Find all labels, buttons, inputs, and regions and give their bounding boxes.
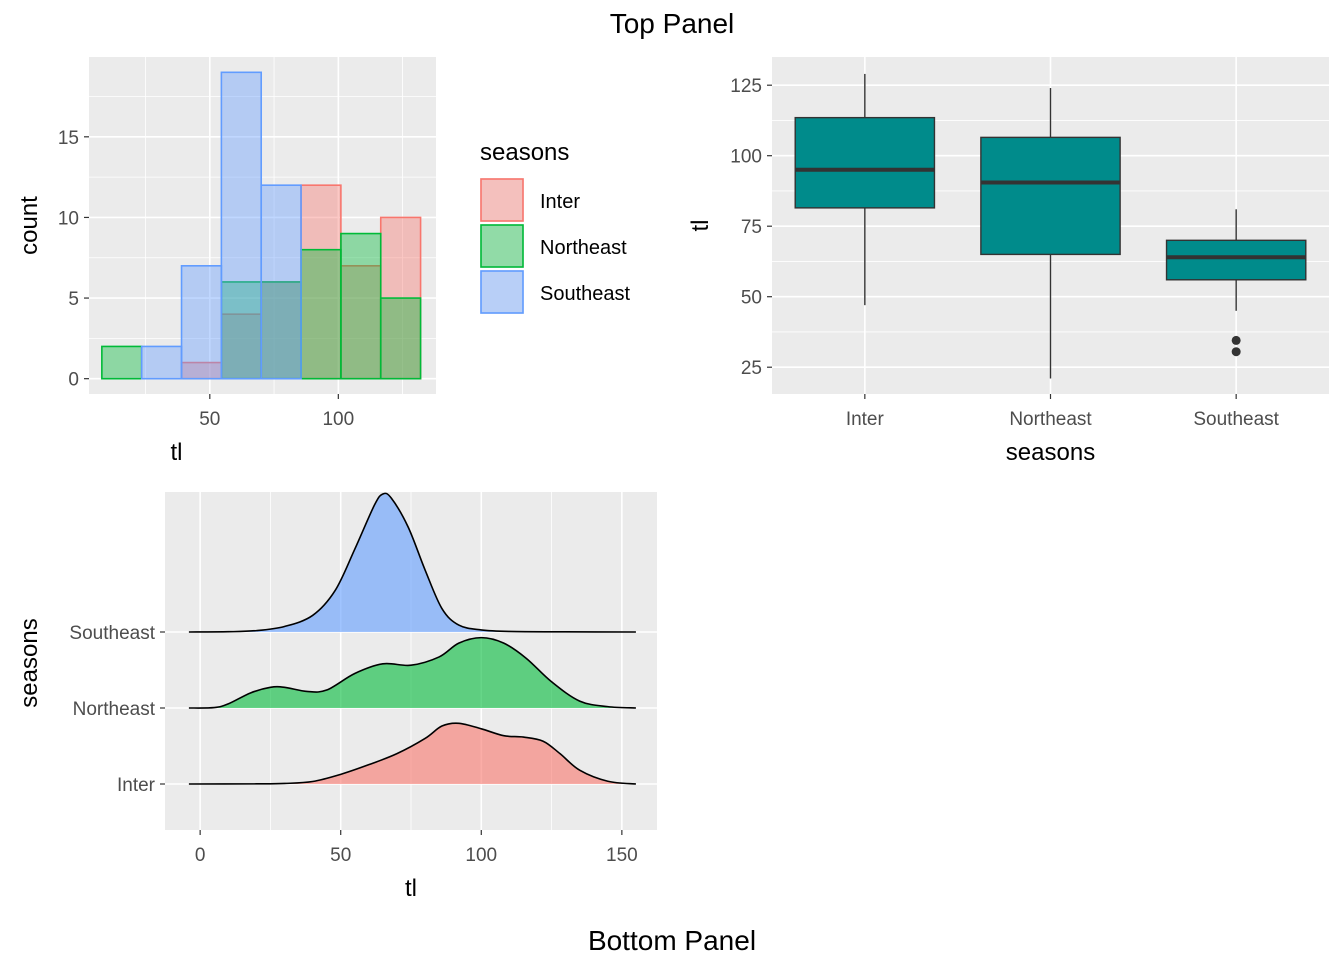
histogram-legend: seasons Inter Northeast Southeast bbox=[480, 139, 631, 314]
histogram-bar-southeast bbox=[220, 71, 263, 380]
ridgeline-area-northeast bbox=[188, 637, 636, 709]
histogram-bar-northeast bbox=[340, 232, 382, 380]
ridgeline-y-tick-label: Northeast bbox=[73, 699, 156, 720]
ridgeline-x-tick-label: 50 bbox=[330, 845, 351, 866]
boxplot-x-tick-label: Inter bbox=[846, 409, 885, 430]
histogram-bar-southeast bbox=[180, 265, 223, 380]
legend-key-northeast bbox=[480, 224, 524, 268]
ridgeline-x-tick-label: 100 bbox=[465, 845, 497, 866]
ridgeline-outline-southeast bbox=[188, 492, 636, 633]
boxplot-x-axis-title: seasons bbox=[1006, 439, 1095, 466]
legend-key-background bbox=[480, 224, 524, 268]
boxplot-chart: 25 50 75 100 125 Inter Northeast Southeast seaso… bbox=[687, 57, 1329, 466]
ridgeline-outline-inter bbox=[188, 722, 636, 785]
legend-label-inter: Inter bbox=[540, 191, 580, 213]
boxplot-box-northeast bbox=[980, 136, 1121, 256]
legend-key-southeast bbox=[480, 270, 524, 314]
boxplot-y-tick-label: 100 bbox=[730, 147, 762, 168]
histogram-x-tick-label: 50 bbox=[199, 409, 220, 430]
histogram-bar-southeast bbox=[260, 184, 302, 380]
histogram-bar-southeast bbox=[140, 345, 183, 380]
ridgeline-x-tick-label: 150 bbox=[606, 845, 638, 866]
legend-key-background bbox=[480, 178, 524, 222]
ridgeline-y-tick-label: Inter bbox=[117, 775, 156, 796]
legend-key-background bbox=[480, 270, 524, 314]
boxplot-box-southeast bbox=[1165, 239, 1307, 281]
ridgeline-x-axis-title: tl bbox=[405, 875, 417, 902]
histogram-bar-northeast bbox=[300, 248, 342, 380]
histogram-y-tick-label: 15 bbox=[58, 128, 79, 149]
legend-label-northeast: Northeast bbox=[540, 237, 627, 259]
boxplot-box-inter bbox=[794, 116, 936, 209]
ridgeline-y-tick-label: Southeast bbox=[69, 623, 155, 644]
histogram-bar-inter bbox=[220, 313, 263, 380]
histogram-bar-northeast bbox=[220, 281, 263, 380]
legend-key-inter bbox=[480, 178, 524, 222]
ridgeline-area-inter bbox=[188, 723, 636, 784]
legend-label-southeast: Southeast bbox=[540, 283, 631, 305]
boxplot-y-tick-label: 50 bbox=[741, 288, 762, 309]
histogram-bar-northeast bbox=[260, 281, 302, 380]
ridgeline-y-axis-title: seasons bbox=[16, 618, 43, 707]
boxplot-y-tick-label: 75 bbox=[741, 217, 762, 238]
ridgeline-outline-northeast bbox=[188, 636, 636, 709]
bottom-panel-title: Bottom Panel bbox=[588, 925, 756, 956]
legend-title: seasons bbox=[480, 139, 569, 166]
top-panel-title: Top Panel bbox=[610, 8, 735, 39]
boxplot-y-tick-label: 125 bbox=[730, 76, 762, 97]
boxplot-outlier-southeast bbox=[1231, 335, 1241, 345]
histogram-x-tick-label: 100 bbox=[322, 409, 354, 430]
boxplot-y-axis-title: tl bbox=[687, 220, 714, 232]
histogram-panel-background bbox=[89, 57, 436, 394]
boxplot-outlier-southeast bbox=[1231, 347, 1241, 357]
histogram-y-tick-label: 10 bbox=[58, 208, 79, 229]
ridgeline-area-southeast bbox=[188, 493, 636, 632]
ridgeline-x-tick-label: 0 bbox=[195, 845, 206, 866]
boxplot-y-tick-label: 25 bbox=[741, 358, 762, 379]
histogram-x-axis-title: tl bbox=[171, 439, 183, 466]
histogram-y-tick-label: 0 bbox=[68, 370, 79, 391]
histogram-bar-northeast bbox=[101, 345, 143, 380]
histogram-y-tick-label: 5 bbox=[68, 289, 79, 310]
boxplot-x-tick-label: Southeast bbox=[1193, 409, 1279, 430]
histogram-y-axis-title: count bbox=[16, 196, 43, 255]
histogram-chart: 0 5 10 15 50 100 tl count bbox=[16, 57, 436, 466]
ridgeline-chart: 0 50 100 150 Inter Northeast Southeast tl season… bbox=[16, 492, 657, 902]
histogram-bar-northeast bbox=[379, 297, 422, 380]
boxplot-x-tick-label: Northeast bbox=[1009, 409, 1092, 430]
